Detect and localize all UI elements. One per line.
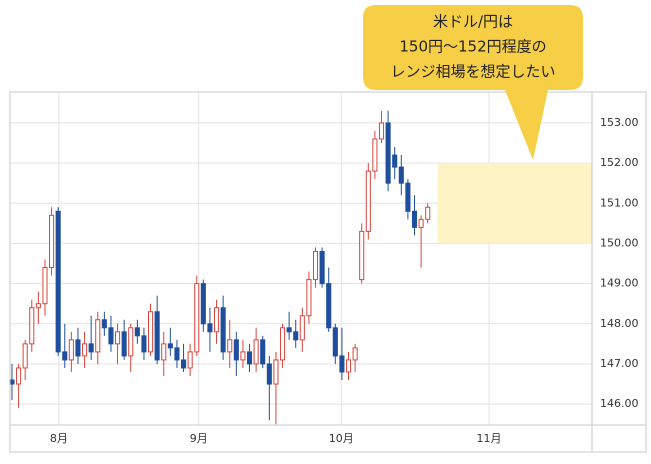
candle-body xyxy=(306,279,312,317)
candle-body xyxy=(365,170,371,232)
candle-body xyxy=(187,351,193,369)
candle-body xyxy=(359,230,365,281)
candle-body xyxy=(220,307,226,353)
candle-body xyxy=(174,347,180,361)
candle-body xyxy=(148,311,154,353)
candle-body xyxy=(22,343,28,369)
candle-body xyxy=(161,343,167,361)
candle-body xyxy=(405,182,411,212)
candle-body xyxy=(352,347,358,361)
y-tick-label: 149.00 xyxy=(600,277,639,290)
candle-body xyxy=(345,359,352,373)
candle-body xyxy=(378,122,385,140)
candle-body xyxy=(293,331,299,341)
candle-body xyxy=(200,283,206,325)
candle-body xyxy=(207,323,213,333)
frame xyxy=(9,91,647,453)
candle-body xyxy=(266,363,272,385)
candle-body xyxy=(108,327,114,345)
x-tick-label: 8月 xyxy=(50,432,68,445)
candle-body xyxy=(128,327,134,357)
candle-body xyxy=(29,307,35,345)
candle-body xyxy=(392,154,398,168)
candle-body xyxy=(240,351,246,361)
candle-body xyxy=(180,359,187,369)
candle-body xyxy=(115,331,121,345)
candle-body xyxy=(233,339,239,361)
y-tick-label: 150.00 xyxy=(600,236,639,249)
callout-line: 米ドル/円は xyxy=(433,13,513,31)
candle-body xyxy=(286,327,292,333)
y-tick-label: 153.00 xyxy=(600,116,639,129)
candle-body xyxy=(101,319,107,329)
y-tick-label: 147.00 xyxy=(600,357,639,370)
callout-line: レンジ相場を想定したい xyxy=(390,63,555,81)
candle-body xyxy=(227,339,233,353)
candle-body xyxy=(418,218,424,228)
candle-body xyxy=(385,122,391,184)
candle-body xyxy=(49,214,55,269)
candle-body xyxy=(141,335,147,353)
candle-body xyxy=(299,315,305,341)
plot-area xyxy=(9,92,592,425)
candle-body xyxy=(154,311,160,361)
range-box xyxy=(437,163,592,244)
candle-body xyxy=(68,339,74,361)
candle-body xyxy=(411,210,418,228)
candle-body xyxy=(35,303,41,309)
candle-body xyxy=(82,343,88,357)
candle-body xyxy=(9,379,15,385)
candle-body xyxy=(253,339,259,365)
candle-body xyxy=(42,267,48,305)
candle-body xyxy=(339,355,345,373)
candle-body xyxy=(62,351,68,361)
x-tick-label: 10月 xyxy=(329,432,354,445)
candle-body xyxy=(279,327,286,361)
candle-body xyxy=(194,283,200,353)
candle-body xyxy=(273,359,279,385)
candle-body xyxy=(372,138,378,172)
candle-body xyxy=(326,283,332,329)
candle-body xyxy=(319,250,325,285)
candle-body xyxy=(167,343,173,349)
y-tick-label: 151.00 xyxy=(600,196,639,209)
y-tick-label: 152.00 xyxy=(600,156,639,169)
candle-body xyxy=(260,339,266,365)
candle-body xyxy=(425,206,431,220)
y-tick-label: 148.00 xyxy=(600,317,639,330)
candle-body xyxy=(332,327,338,357)
y-tick-label: 146.00 xyxy=(600,397,639,410)
candle-body xyxy=(398,166,404,184)
callout-bubble xyxy=(363,5,583,160)
candle-body xyxy=(75,339,81,357)
candle-body xyxy=(213,307,220,333)
x-tick-label: 9月 xyxy=(190,432,208,445)
candle-body xyxy=(134,327,140,337)
candle-body xyxy=(312,250,319,281)
candle-body xyxy=(121,331,127,357)
callout-line: 150円～152円程度の xyxy=(399,38,546,56)
candle-body xyxy=(55,210,61,353)
candle-body xyxy=(16,367,22,385)
candle-body xyxy=(246,351,253,365)
x-tick-label: 11月 xyxy=(477,432,502,445)
candle-body xyxy=(88,343,94,353)
candle-body xyxy=(95,319,101,353)
